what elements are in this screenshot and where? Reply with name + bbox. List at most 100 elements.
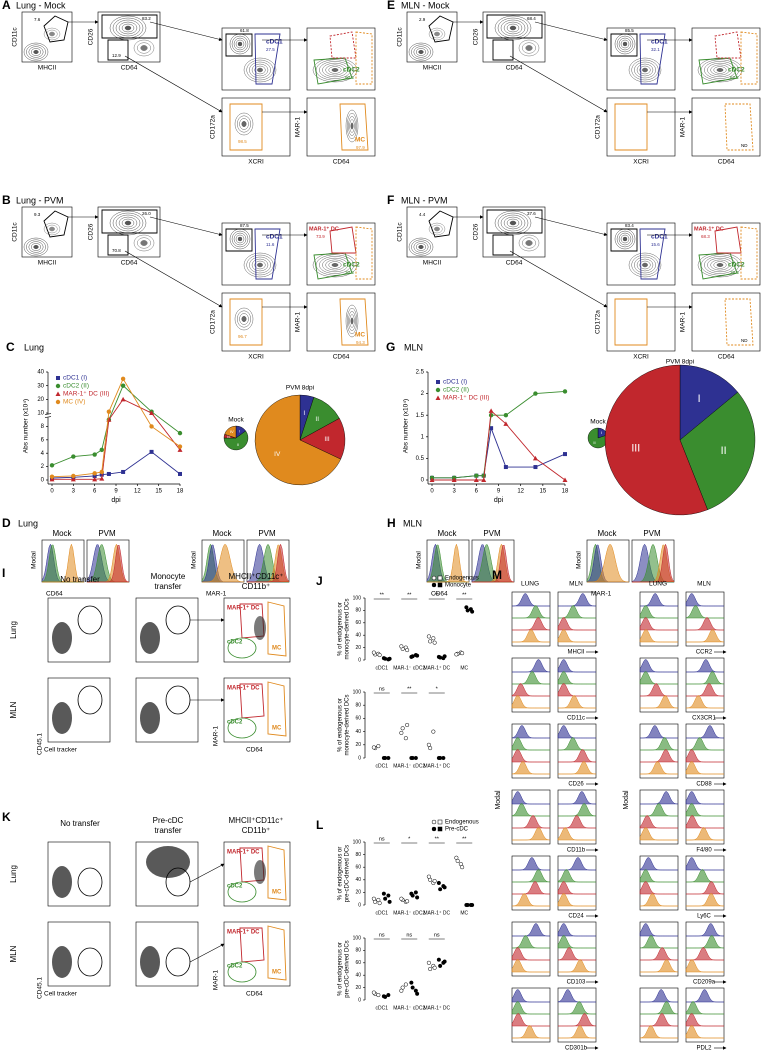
point xyxy=(442,959,447,964)
axis-label: CD26 xyxy=(473,223,480,240)
plot-frame xyxy=(221,222,291,286)
histogram-curve xyxy=(685,791,724,805)
label: 90.6 xyxy=(345,75,354,80)
contour xyxy=(618,37,632,51)
x-tick-label: 9 xyxy=(114,489,118,495)
point xyxy=(428,966,433,972)
arrow xyxy=(124,250,223,308)
histogram-curve xyxy=(639,737,679,751)
plot-frame xyxy=(639,591,679,647)
axis-label: CD45.1 xyxy=(37,977,44,999)
contour xyxy=(631,254,659,276)
panel-title: MLN - Mock xyxy=(401,0,450,10)
histogram-curve xyxy=(511,827,551,841)
plot-frame xyxy=(606,27,676,91)
gate-label: MAR-1⁺ DC xyxy=(227,849,260,856)
label: 83.4 xyxy=(625,223,634,228)
series-line xyxy=(51,377,181,478)
point xyxy=(470,902,475,908)
marker xyxy=(533,391,538,396)
histogram-curve xyxy=(685,671,725,685)
x-tick-label: MC xyxy=(460,665,468,671)
contour xyxy=(616,35,634,53)
histogram-curve xyxy=(639,617,678,631)
histogram-curve xyxy=(511,791,550,805)
point xyxy=(405,899,410,904)
plot-frame xyxy=(221,97,291,157)
histogram-curve xyxy=(557,761,597,775)
histogram-curve xyxy=(511,923,551,937)
contour xyxy=(415,243,427,251)
cell-cloud xyxy=(254,860,266,884)
point xyxy=(405,648,410,653)
gate xyxy=(492,39,514,61)
y-tick-label: 0 xyxy=(421,478,425,484)
axis-label: CD26 xyxy=(88,223,95,240)
point xyxy=(399,896,404,901)
plot-frame xyxy=(606,292,676,352)
plot-frame xyxy=(406,206,458,258)
contour xyxy=(231,230,249,248)
histogram-curve xyxy=(639,923,678,937)
panel-letter: L xyxy=(316,818,323,832)
gate-label: cDC1 xyxy=(651,39,668,46)
histogram-curve xyxy=(631,543,675,583)
marker xyxy=(92,473,97,478)
contour xyxy=(118,216,138,230)
contour xyxy=(124,25,132,31)
axis-label: CD64 xyxy=(121,260,138,267)
contour xyxy=(408,237,434,257)
panel-letter: H xyxy=(387,516,396,530)
marker xyxy=(562,477,568,482)
point xyxy=(381,755,386,761)
cell-cloud xyxy=(52,622,72,654)
contour xyxy=(322,257,348,273)
panel-letter: E xyxy=(387,0,395,12)
point xyxy=(381,994,386,999)
plot-frame xyxy=(639,987,679,1043)
marker xyxy=(99,447,104,453)
histogram-curve xyxy=(639,935,678,949)
y-tick-label: 60 xyxy=(355,865,361,871)
legend-label: cDC2 (II) xyxy=(63,383,89,390)
contour xyxy=(237,310,251,328)
gate xyxy=(165,605,191,635)
column-header: Pre-cDC xyxy=(153,816,184,825)
marker xyxy=(429,477,435,482)
histogram-curve xyxy=(640,989,678,1003)
histogram-curve xyxy=(686,659,724,673)
contour xyxy=(249,61,271,79)
histogram-curve xyxy=(685,803,724,817)
contour xyxy=(634,256,656,274)
gate-label: MC xyxy=(355,137,365,144)
histogram-curve xyxy=(685,857,724,871)
histogram-curve xyxy=(512,671,550,685)
gate xyxy=(227,961,257,983)
column-header: No transfer xyxy=(60,575,100,584)
gate-label: cDC2 xyxy=(227,964,243,970)
column-header: PVM xyxy=(483,529,501,538)
contour xyxy=(503,216,523,230)
plot-frame xyxy=(606,97,676,157)
gate-label: cDC2 xyxy=(728,262,745,269)
histogram-curve xyxy=(511,869,551,883)
contour xyxy=(319,61,351,79)
cell-cloud xyxy=(140,622,160,654)
column-header: LUNG xyxy=(649,581,667,588)
histogram-curve xyxy=(511,695,550,709)
contour xyxy=(235,234,245,244)
column-header: Monocyte xyxy=(151,572,186,581)
significance: ns xyxy=(379,686,385,692)
axis-label: MHCII xyxy=(423,260,442,267)
contour xyxy=(525,45,533,51)
plot-frame xyxy=(511,723,551,779)
histogram-curve xyxy=(511,947,550,961)
marker xyxy=(481,477,487,482)
cell-cloud xyxy=(52,866,72,898)
axis-label: Modal xyxy=(191,551,198,569)
marker xyxy=(178,471,182,476)
y-tick-label: 100 xyxy=(353,689,362,695)
slice-label: II xyxy=(593,440,595,445)
point xyxy=(438,887,443,892)
plot-frame xyxy=(511,921,551,977)
